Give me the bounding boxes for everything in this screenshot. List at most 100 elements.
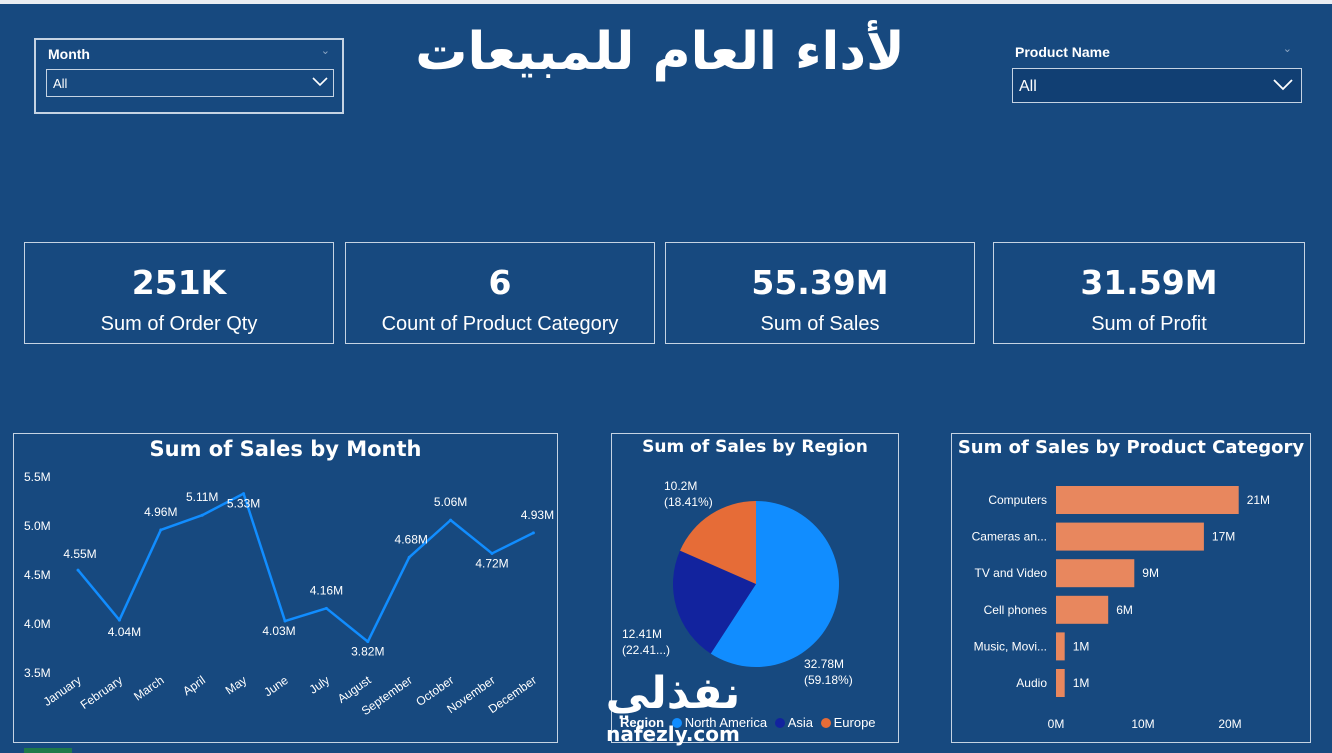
slicer-collapse-icon[interactable]: ⌄ bbox=[1282, 42, 1292, 55]
bar bbox=[1056, 522, 1204, 551]
x-tick-label: June bbox=[261, 673, 291, 700]
bar bbox=[1056, 486, 1239, 514]
bar-category-label: Music, Movi... bbox=[974, 639, 1047, 653]
product-dropdown-value: All bbox=[1019, 78, 1037, 95]
x-tick-label: 0M bbox=[1048, 717, 1065, 731]
legend-label: Europe bbox=[833, 715, 876, 730]
sales-line bbox=[77, 492, 534, 643]
month-dropdown[interactable]: All bbox=[46, 69, 334, 97]
legend-dot-icon bbox=[671, 718, 682, 728]
slice-value-label: 10.2M bbox=[664, 479, 697, 493]
bar-category-label: Cameras an... bbox=[972, 530, 1047, 544]
data-label: 4.04M bbox=[108, 625, 141, 639]
chart-title: Sum of Sales by Product Category bbox=[957, 437, 1305, 458]
pie-slice bbox=[680, 501, 756, 584]
pie-chart-svg: 32.78M (59.18%) 12.41M (22.41...) 10.2M (18.4… bbox=[622, 479, 853, 687]
line-chart-svg: 3.5M 4.0M 4.5M 5.0M 5.5M 4.55M 4.04M 4.96M 5.11M… bbox=[24, 470, 554, 718]
data-point bbox=[531, 531, 535, 535]
bar bbox=[1056, 559, 1135, 588]
sales-by-category-chart[interactable]: Sum of Sales by Product Category Compute… bbox=[951, 433, 1311, 743]
data-label: 3.82M bbox=[351, 645, 384, 659]
month-slicer[interactable]: Month ⌄ All bbox=[34, 38, 344, 114]
kpi-card-sales[interactable]: 55.39M Sum of Sales bbox=[665, 242, 975, 344]
chart-title: Sum of Sales by Region bbox=[642, 437, 868, 457]
legend-dot-icon bbox=[774, 718, 785, 728]
slice-value-label: 32.78M bbox=[804, 657, 844, 671]
bar-value-label: 6M bbox=[1116, 603, 1133, 617]
bar-value-label: 9M bbox=[1142, 566, 1159, 580]
product-dropdown[interactable]: All bbox=[1012, 68, 1302, 103]
data-label: 4.16M bbox=[310, 583, 343, 597]
legend-item-europe[interactable]: Europe bbox=[820, 715, 876, 730]
month-dropdown-value: All bbox=[53, 76, 68, 91]
kpi-value: 6 bbox=[488, 263, 512, 302]
window-top-strip bbox=[0, 0, 1332, 4]
x-tick-label: May bbox=[223, 673, 250, 697]
pie-slice bbox=[673, 550, 756, 654]
region-legend: Region North America Asia Europe bbox=[620, 715, 876, 730]
y-tick-label: 4.5M bbox=[24, 568, 51, 582]
kpi-card-product-category[interactable]: 6 Count of Product Category bbox=[345, 242, 655, 344]
data-point bbox=[76, 568, 80, 572]
bar bbox=[1056, 669, 1065, 697]
product-slicer-title: Product Name bbox=[1015, 44, 1110, 60]
kpi-value: 55.39M bbox=[751, 263, 889, 302]
data-point bbox=[159, 528, 163, 532]
data-point bbox=[242, 492, 246, 496]
legend-label: North America bbox=[684, 715, 768, 730]
kpi-value: 251K bbox=[131, 263, 227, 302]
y-tick-label: 5.5M bbox=[24, 470, 51, 484]
bar-category-label: Computers bbox=[988, 493, 1047, 507]
data-point bbox=[449, 518, 453, 522]
kpi-label: Sum of Sales bbox=[760, 313, 880, 335]
legend-title: Region bbox=[620, 715, 665, 730]
bar-value-label: 1M bbox=[1073, 676, 1090, 690]
legend-dot-icon bbox=[820, 718, 831, 728]
data-label: 4.03M bbox=[262, 624, 295, 638]
data-point bbox=[117, 618, 121, 622]
x-tick-label: July bbox=[307, 673, 333, 697]
bar bbox=[1056, 632, 1065, 661]
product-slicer[interactable]: Product Name ⌄ All bbox=[1012, 38, 1302, 104]
bar-category-label: Audio bbox=[1016, 676, 1047, 690]
slice-percent-label: (18.41%) bbox=[664, 495, 713, 509]
bar-category-label: Cell phones bbox=[984, 603, 1047, 617]
data-label: 5.11M bbox=[186, 490, 218, 504]
y-tick-label: 4.0M bbox=[24, 617, 51, 631]
y-tick-label: 3.5M bbox=[24, 666, 51, 680]
chevron-down-icon bbox=[312, 77, 328, 87]
bar-value-label: 17M bbox=[1212, 530, 1235, 544]
watermark-latin: nafezly.com bbox=[606, 722, 740, 746]
kpi-card-profit[interactable]: 31.59M Sum of Profit bbox=[993, 242, 1305, 344]
slicer-collapse-icon[interactable]: ⌄ bbox=[320, 44, 330, 57]
slice-value-label: 12.41M bbox=[622, 627, 662, 641]
chart-title: Sum of Sales by Month bbox=[149, 437, 422, 461]
watermark-arabic: نفذلي bbox=[605, 668, 741, 719]
sales-by-region-chart[interactable]: Sum of Sales by Region 32.78M (59.18%) 12.… bbox=[611, 433, 899, 743]
legend-label: Asia bbox=[787, 715, 813, 730]
data-point bbox=[283, 619, 287, 623]
data-label: 4.96M bbox=[144, 505, 177, 519]
x-tick-label: 10M bbox=[1131, 717, 1154, 731]
chevron-down-icon bbox=[1273, 79, 1293, 91]
pie-slice bbox=[710, 501, 839, 667]
y-tick-label: 5.0M bbox=[24, 519, 51, 533]
data-label: 5.33M bbox=[227, 497, 260, 511]
kpi-card-order-qty[interactable]: 251K Sum of Order Qty bbox=[24, 242, 334, 344]
kpi-value: 31.59M bbox=[1080, 263, 1218, 302]
data-label: 4.68M bbox=[395, 532, 428, 546]
legend-item-asia[interactable]: Asia bbox=[774, 715, 813, 730]
data-label: 4.93M bbox=[521, 508, 554, 522]
slice-percent-label: (22.41...) bbox=[622, 643, 670, 657]
x-tick-label: 20M bbox=[1218, 717, 1241, 731]
bar-value-label: 1M bbox=[1073, 639, 1090, 653]
nafezly-watermark: نفذلي nafezly.com bbox=[588, 668, 763, 750]
sales-by-month-chart[interactable]: Sum of Sales by Month 3.5M 4.0M 4.5M 5.0M 5.… bbox=[13, 433, 558, 743]
bar-value-label: 21M bbox=[1247, 493, 1270, 507]
kpi-label: Sum of Order Qty bbox=[100, 313, 258, 335]
kpi-label: Sum of Profit bbox=[1091, 313, 1207, 335]
data-label: 4.72M bbox=[475, 556, 508, 570]
legend-item-north-america[interactable]: North America bbox=[671, 715, 768, 730]
kpi-label: Count of Product Category bbox=[381, 313, 619, 335]
bar-chart-svg: Computers 21M Cameras an... 17M TV and Video… bbox=[972, 486, 1270, 731]
